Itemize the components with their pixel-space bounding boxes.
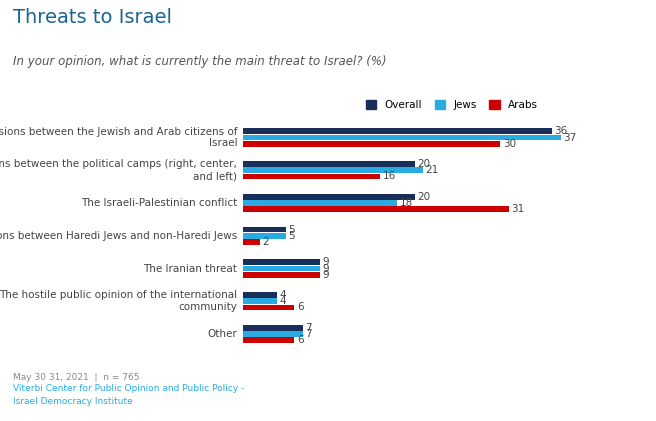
Bar — [243, 206, 509, 212]
Text: 4: 4 — [279, 296, 286, 306]
Text: 5: 5 — [288, 231, 295, 241]
Text: 36: 36 — [554, 126, 568, 136]
Text: Viterbi Center for Public Opinion and Public Policy -
Israel Democracy Institute: Viterbi Center for Public Opinion and Pu… — [13, 384, 245, 406]
Text: 6: 6 — [297, 302, 304, 312]
Text: May 30 31, 2021  |  n = 765: May 30 31, 2021 | n = 765 — [13, 373, 140, 381]
Text: 2: 2 — [262, 237, 269, 247]
Text: 7: 7 — [306, 323, 312, 333]
Bar — [243, 233, 285, 239]
Text: 9: 9 — [323, 270, 329, 280]
Text: 7: 7 — [306, 329, 312, 339]
Text: 37: 37 — [563, 133, 577, 143]
Bar — [243, 141, 501, 147]
Text: 20: 20 — [417, 159, 430, 169]
Bar — [243, 128, 552, 134]
Bar — [243, 331, 303, 337]
Bar — [243, 325, 303, 331]
Text: 4: 4 — [279, 290, 286, 300]
Text: 18: 18 — [400, 198, 413, 208]
Bar — [243, 259, 320, 265]
Bar — [243, 200, 398, 206]
Text: 9: 9 — [323, 264, 329, 274]
Bar — [243, 292, 277, 298]
Bar — [243, 135, 561, 141]
Text: 20: 20 — [417, 192, 430, 202]
Bar — [243, 173, 380, 179]
Text: 31: 31 — [512, 204, 525, 214]
Text: Threats to Israel: Threats to Israel — [13, 8, 172, 27]
Bar — [243, 272, 320, 278]
Bar — [243, 266, 320, 272]
Text: 6: 6 — [297, 335, 304, 345]
Text: 16: 16 — [382, 171, 396, 181]
Bar — [243, 161, 415, 167]
Bar — [243, 239, 260, 245]
Bar — [243, 194, 415, 200]
Bar — [243, 304, 295, 310]
Bar — [243, 337, 295, 343]
Bar — [243, 167, 423, 173]
Text: 9: 9 — [323, 257, 329, 267]
Text: 5: 5 — [288, 224, 295, 234]
Text: 30: 30 — [503, 139, 516, 149]
Bar — [243, 226, 285, 232]
Bar — [243, 298, 277, 304]
Legend: Overall, Jews, Arabs: Overall, Jews, Arabs — [366, 100, 538, 110]
Text: In your opinion, what is currently the main threat to Israel? (%): In your opinion, what is currently the m… — [13, 55, 387, 68]
Text: 21: 21 — [426, 165, 439, 175]
